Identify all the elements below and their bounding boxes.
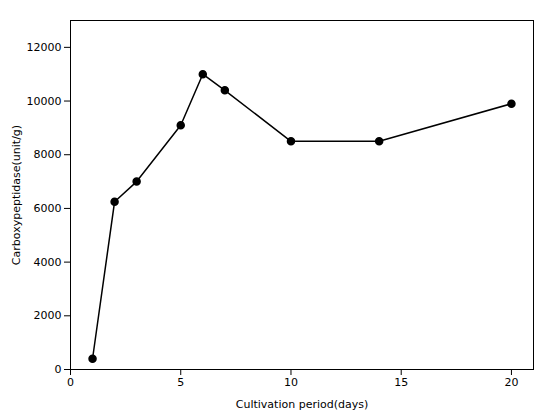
svg-text:2000: 2000: [34, 309, 62, 322]
svg-text:0: 0: [67, 376, 74, 389]
svg-text:Carboxypeptidase(unit/g): Carboxypeptidase(unit/g): [10, 125, 23, 265]
svg-text:20: 20: [504, 376, 518, 389]
svg-text:12000: 12000: [27, 41, 62, 54]
svg-text:Cultivation period(days): Cultivation period(days): [236, 398, 368, 411]
svg-text:5: 5: [177, 376, 184, 389]
svg-text:10: 10: [284, 376, 298, 389]
svg-text:6000: 6000: [34, 202, 62, 215]
svg-text:0: 0: [55, 363, 62, 376]
svg-text:8000: 8000: [34, 148, 62, 161]
svg-text:10000: 10000: [27, 95, 62, 108]
svg-text:4000: 4000: [34, 256, 62, 269]
svg-text:15: 15: [394, 376, 408, 389]
